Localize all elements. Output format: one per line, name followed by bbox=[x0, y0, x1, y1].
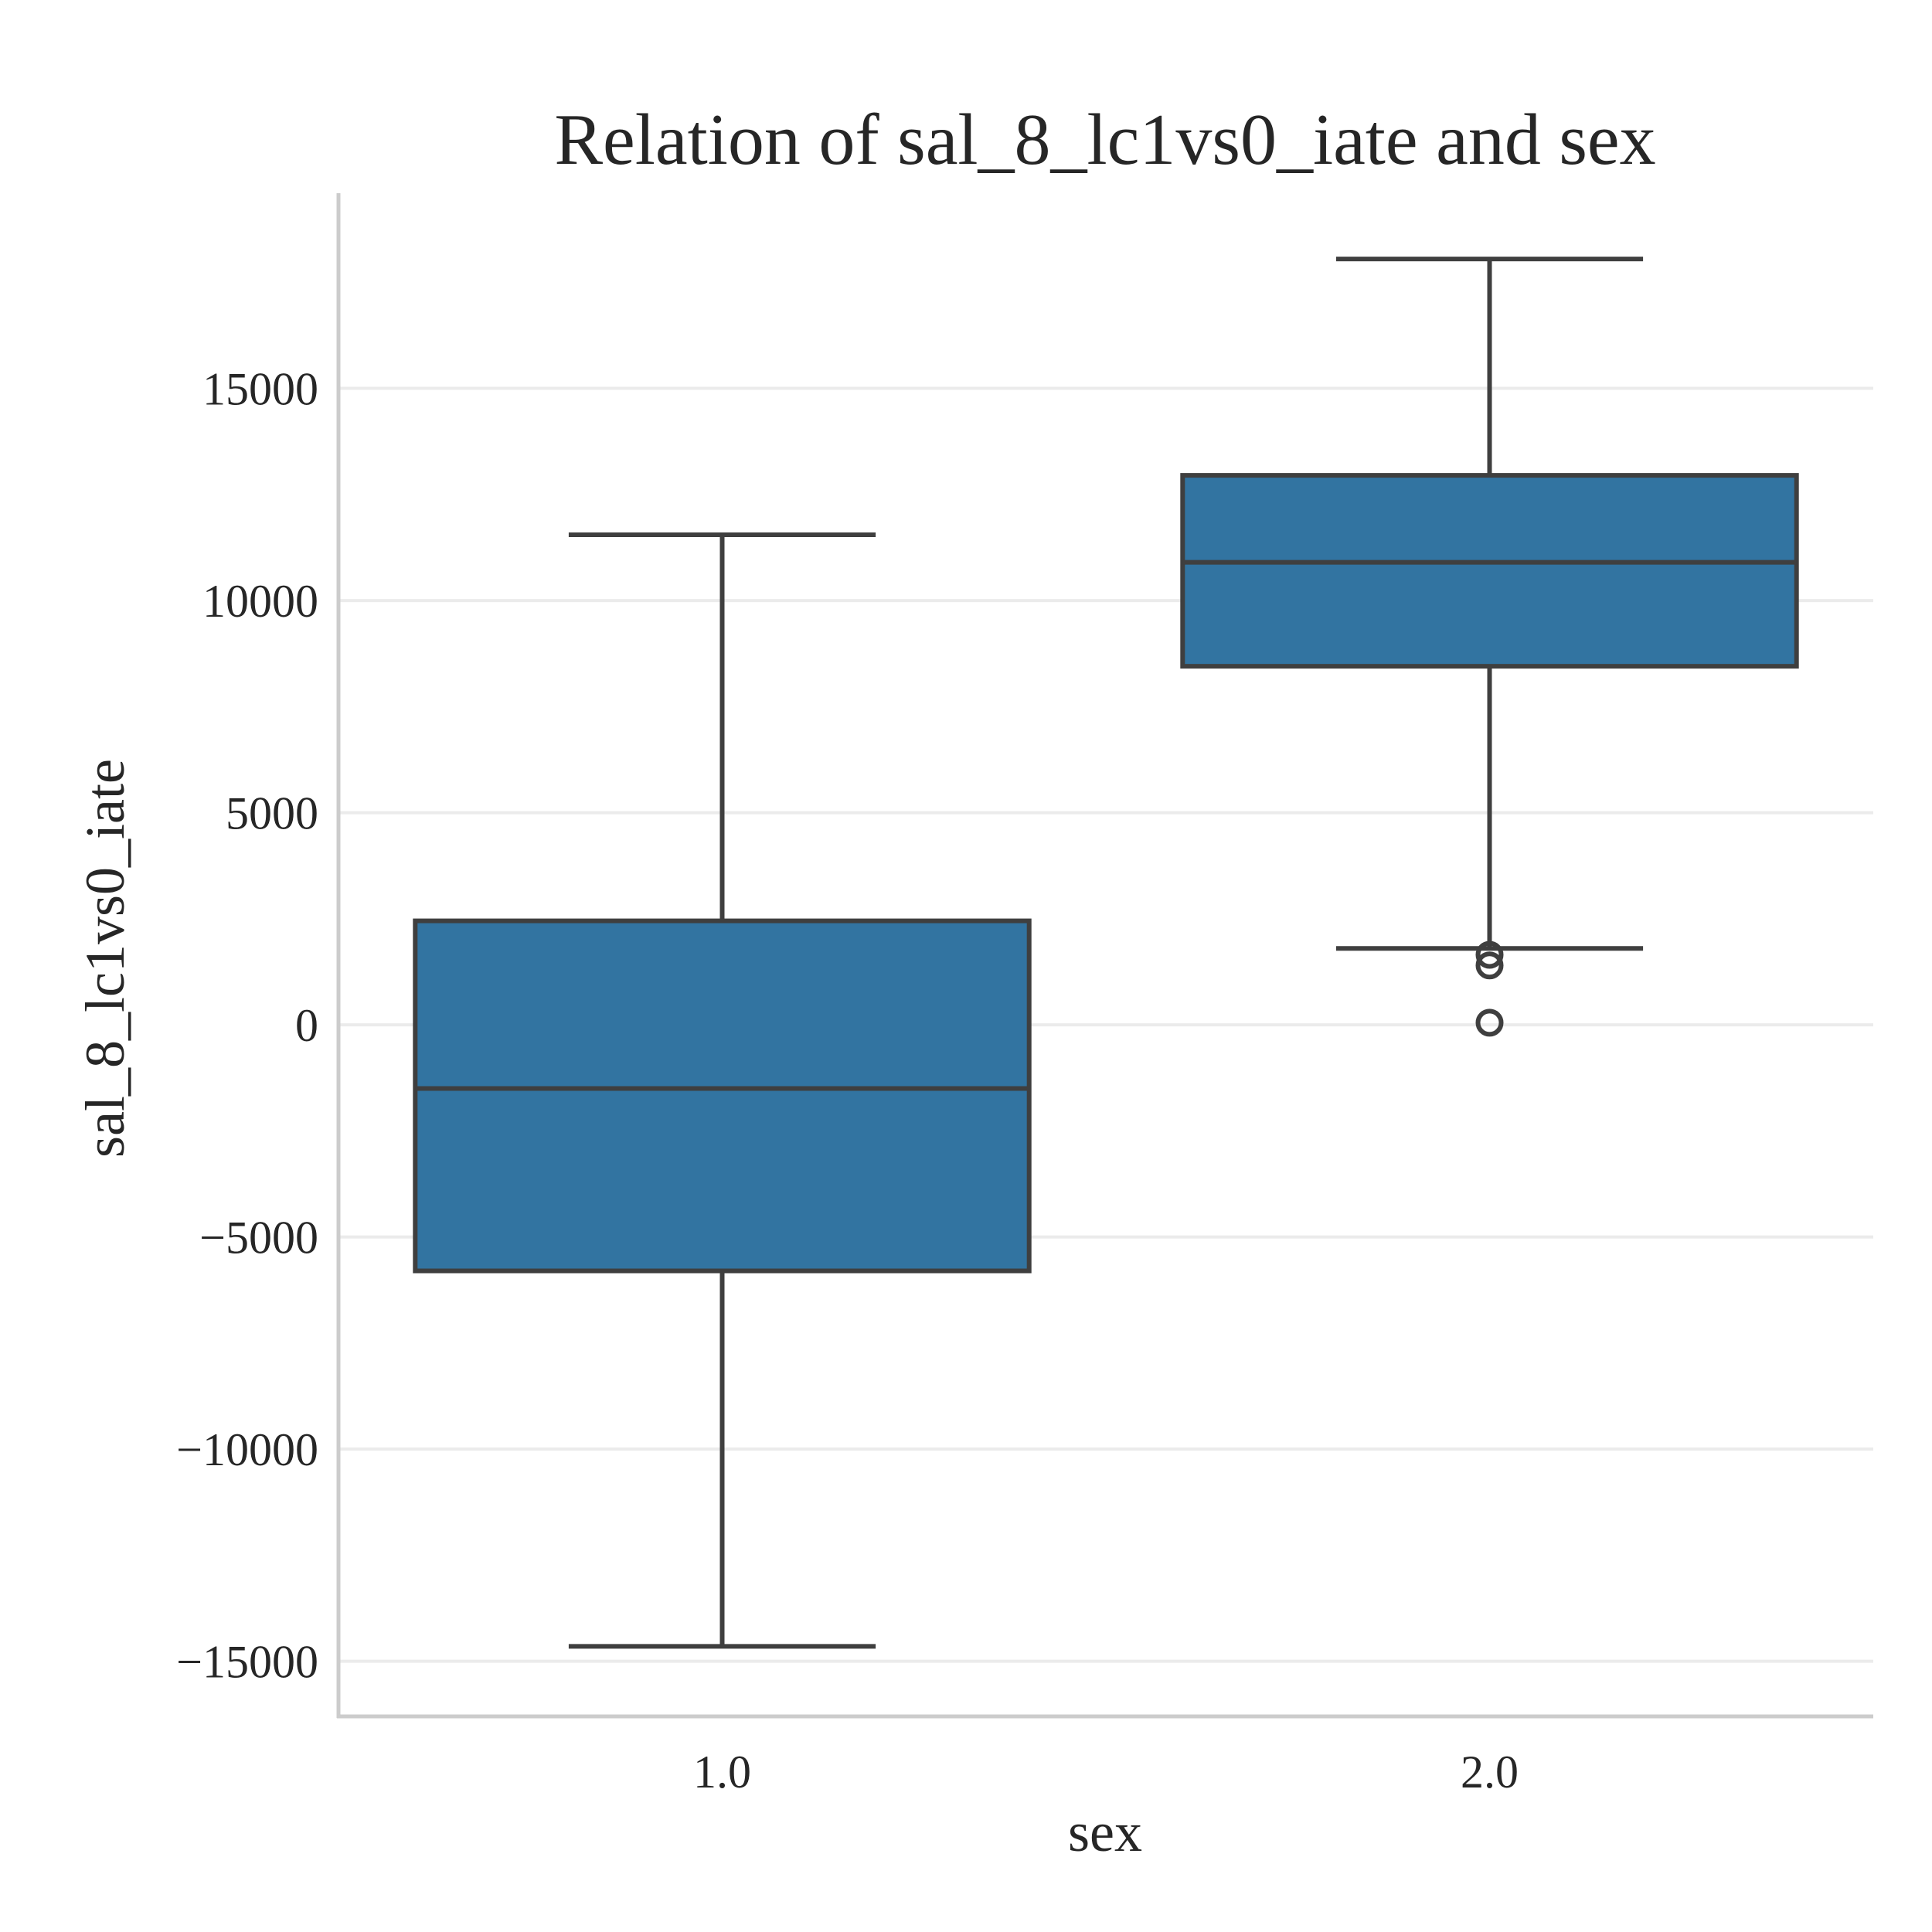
y-tick-label: 10000 bbox=[202, 576, 318, 627]
x-axis-label: sex bbox=[1068, 1801, 1142, 1863]
chart-title: Relation of sal_8_lc1vs0_iate and sex bbox=[554, 100, 1655, 180]
box-group bbox=[413, 532, 1032, 1649]
boxes-layer bbox=[413, 257, 1799, 1649]
box-group bbox=[1180, 257, 1799, 1037]
axes-layer bbox=[336, 193, 1873, 1719]
iqr-box bbox=[1180, 473, 1799, 669]
y-tick-label: 5000 bbox=[226, 788, 318, 839]
iqr-box bbox=[413, 918, 1032, 1274]
y-tick-label: 15000 bbox=[202, 364, 318, 415]
y-tick-labels: −15000 −10000 −5000 0 5000 10000 15000 bbox=[176, 364, 318, 1688]
y-tick-label: −5000 bbox=[199, 1213, 318, 1264]
outlier-point bbox=[1475, 951, 1504, 980]
y-tick-label: −15000 bbox=[176, 1637, 318, 1688]
y-axis-label: sal_8_lc1vs0_iate bbox=[74, 759, 136, 1158]
outlier-point bbox=[1475, 1009, 1504, 1037]
y-tick-label: −10000 bbox=[176, 1424, 318, 1475]
y-tick-label: 0 bbox=[295, 1000, 318, 1051]
x-tick-labels: 1.0 2.0 bbox=[693, 1747, 1519, 1798]
outlier-point bbox=[1475, 940, 1504, 969]
x-tick-label: 2.0 bbox=[1461, 1747, 1519, 1798]
x-tick-label: 1.0 bbox=[693, 1747, 751, 1798]
